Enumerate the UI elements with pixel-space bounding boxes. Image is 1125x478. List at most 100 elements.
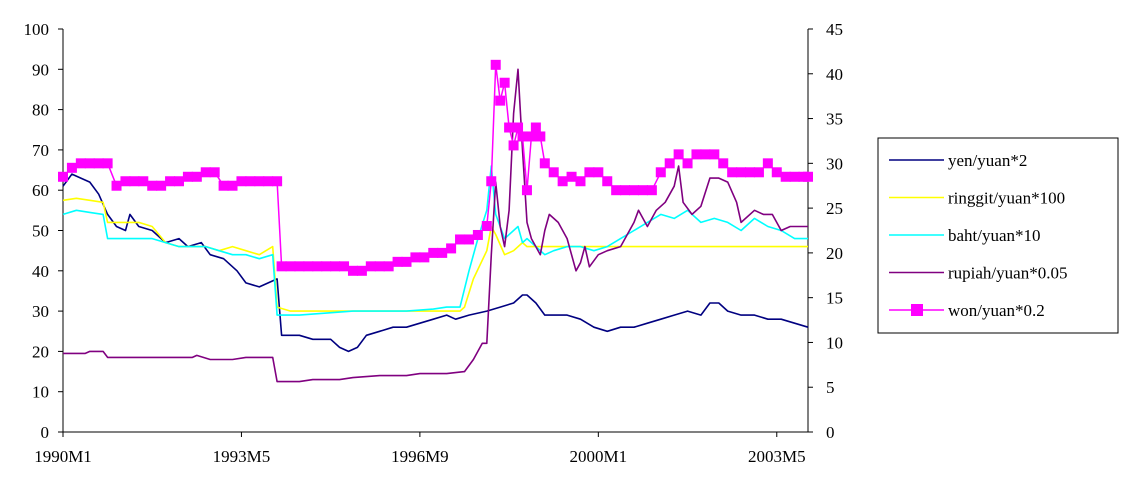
data-point-marker — [566, 171, 577, 182]
data-point-marker — [294, 261, 305, 272]
x-tick-label: 2003M5 — [748, 447, 806, 466]
series-4 — [58, 59, 813, 276]
data-point-marker — [655, 167, 666, 178]
left-y-tick-label: 70 — [32, 141, 49, 160]
data-point-marker — [463, 234, 474, 245]
left-y-tick-label: 80 — [32, 101, 49, 120]
data-point-marker — [236, 176, 247, 187]
legend-item: ringgit/yuan*100 — [889, 189, 1065, 208]
legend-label: won/yuan*0.2 — [948, 301, 1045, 320]
series-line — [62, 173, 809, 353]
data-point-marker — [446, 243, 457, 254]
x-tick-label: 2000M1 — [570, 447, 628, 466]
data-point-marker — [718, 158, 729, 169]
data-point-marker — [780, 171, 791, 182]
data-point-marker — [312, 261, 323, 272]
data-point-marker — [200, 167, 211, 178]
left-y-tick-label: 20 — [32, 342, 49, 361]
data-point-marker — [419, 252, 430, 263]
axes: 0 10 20 30 40 50 60 70 80 90 100 0 5 10 15 20 25 30 35 40 45… — [24, 20, 844, 466]
x-tick-label: 1990M1 — [34, 447, 92, 466]
data-point-marker — [575, 176, 586, 187]
data-point-marker — [481, 221, 492, 232]
data-point-marker — [736, 167, 747, 178]
data-point-marker — [392, 256, 403, 267]
series-0 — [62, 173, 809, 353]
data-point-marker — [526, 131, 537, 142]
data-point-marker — [84, 158, 95, 169]
data-point-marker — [276, 261, 287, 272]
series-line — [63, 68, 808, 383]
data-point-marker — [111, 180, 122, 191]
data-point-marker — [272, 176, 283, 187]
data-point-marker — [191, 171, 202, 182]
data-point-marker — [173, 176, 184, 187]
left-y-tick-label: 40 — [32, 262, 49, 281]
data-point-marker — [227, 180, 238, 191]
data-point-marker — [620, 185, 631, 196]
data-point-marker — [347, 265, 358, 276]
legend-item: yen/yuan*2 — [889, 151, 1027, 170]
data-point-marker — [263, 176, 274, 187]
data-point-marker — [602, 176, 613, 187]
data-point-marker — [102, 158, 113, 169]
data-point-marker — [803, 171, 813, 182]
data-point-marker — [789, 171, 800, 182]
data-point-marker — [557, 176, 568, 187]
data-point-marker — [330, 261, 341, 272]
data-point-marker — [637, 185, 648, 196]
legend-item: baht/yuan*10 — [889, 226, 1041, 245]
legend-marker — [911, 304, 923, 316]
legend: yen/yuan*2 ringgit/yuan*100 baht/yuan*10 ru… — [877, 137, 1119, 334]
data-point-marker — [303, 261, 314, 272]
data-point-marker — [383, 261, 394, 272]
data-point-marker — [339, 261, 350, 272]
right-y-tick-label: 30 — [826, 154, 843, 173]
data-point-marker — [673, 149, 684, 160]
data-point-marker — [584, 167, 595, 178]
data-point-marker — [539, 158, 550, 169]
legend-item: rupiah/yuan*0.05 — [889, 264, 1067, 283]
data-point-marker — [254, 176, 265, 187]
data-point-marker — [521, 185, 532, 196]
data-point-marker — [490, 59, 501, 70]
data-point-marker — [356, 265, 367, 276]
data-point-marker — [548, 167, 559, 178]
series-layer — [58, 59, 813, 383]
data-point-marker — [691, 149, 702, 160]
data-point-marker — [58, 171, 68, 182]
legend-label: baht/yuan*10 — [948, 226, 1041, 245]
right-y-tick-label: 45 — [826, 20, 843, 39]
data-point-marker — [182, 171, 193, 182]
data-point-marker — [762, 158, 773, 169]
data-point-marker — [513, 122, 524, 133]
x-tick-label: 1996M9 — [391, 447, 449, 466]
data-point-marker — [120, 176, 131, 187]
data-point-marker — [611, 185, 622, 196]
data-point-marker — [495, 95, 506, 106]
data-point-marker — [285, 261, 296, 272]
data-point-marker — [437, 247, 448, 258]
data-point-marker — [218, 180, 229, 191]
left-y-tick-label: 30 — [32, 302, 49, 321]
right-y-tick-label: 35 — [826, 110, 843, 129]
right-y-tick-label: 5 — [826, 378, 835, 397]
data-point-marker — [156, 180, 167, 191]
data-point-marker — [753, 167, 764, 178]
data-point-marker — [93, 158, 104, 169]
data-point-marker — [664, 158, 675, 169]
right-y-tick-label: 25 — [826, 199, 843, 218]
data-point-marker — [745, 167, 756, 178]
data-point-marker — [508, 140, 519, 151]
data-point-marker — [535, 131, 546, 142]
data-point-marker — [165, 176, 176, 187]
data-point-marker — [401, 256, 412, 267]
data-point-marker — [486, 176, 497, 187]
x-tick-label: 1993M5 — [213, 447, 271, 466]
legend-label: rupiah/yuan*0.05 — [948, 264, 1067, 283]
left-y-tick-label: 100 — [24, 20, 50, 39]
right-y-tick-label: 40 — [826, 65, 843, 84]
legend-item: won/yuan*0.2 — [889, 301, 1045, 320]
data-point-marker — [727, 167, 738, 178]
